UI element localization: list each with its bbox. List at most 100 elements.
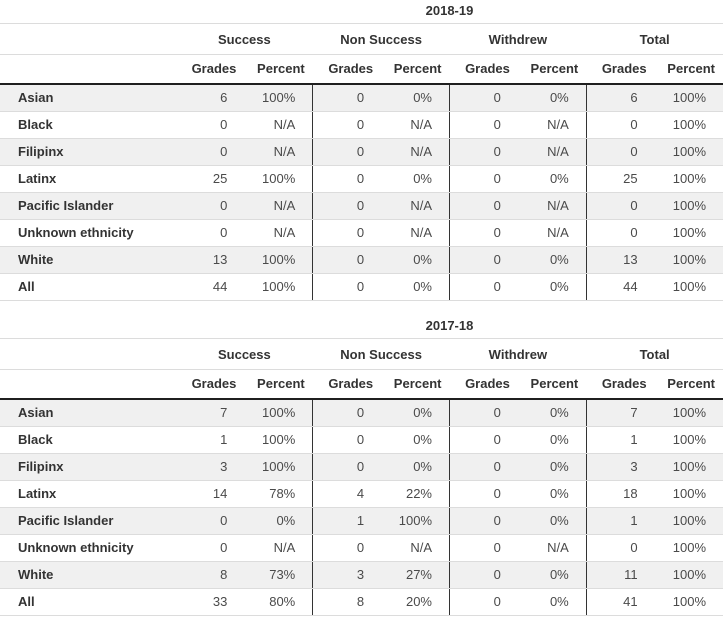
column-group-header: Success <box>176 23 313 55</box>
cell-value: 100% <box>381 507 451 535</box>
row-label: Black <box>0 426 176 454</box>
table-row: All 44 100% 0 0% 0 0% 44 100% <box>0 273 723 301</box>
cell-value: 0 <box>586 111 655 139</box>
cell-value: N/A <box>381 138 451 166</box>
table-row: Black 1 100% 0 0% 0 0% 1 100% <box>0 426 723 454</box>
cell-value: 33 <box>176 588 245 616</box>
cell-value: 13 <box>176 246 245 274</box>
table-title: 2018-19 <box>176 0 723 24</box>
cell-value: 0 <box>176 192 245 220</box>
title-row-spacer <box>0 315 176 339</box>
cell-value: 100% <box>654 453 723 481</box>
row-label: Pacific Islander <box>0 507 176 535</box>
cell-value: 13 <box>586 246 655 274</box>
column-subheader-grades: Grades <box>176 54 245 85</box>
cell-value: 0 <box>449 507 518 535</box>
cell-value: 0% <box>517 507 587 535</box>
column-subheader-percent: Percent <box>381 54 450 85</box>
row-label: Black <box>0 111 176 139</box>
cell-value: 0% <box>517 165 587 193</box>
column-group-header: Withdrew <box>449 23 587 55</box>
cell-value: 100% <box>654 111 723 139</box>
cell-value: 1 <box>312 507 382 535</box>
cell-value: 0 <box>586 192 655 220</box>
row-label: Asian <box>0 399 176 427</box>
cell-value: 27% <box>381 561 451 589</box>
cell-value: N/A <box>244 192 314 220</box>
cell-value: 4 <box>312 480 382 508</box>
column-group-header: Non Success <box>312 338 450 370</box>
row-label: All <box>0 273 176 301</box>
column-subheader-row: Grades Percent Grades Percent Grades Percent G… <box>0 54 723 85</box>
cell-value: 1 <box>586 507 655 535</box>
column-group-row: Success Non Success Withdrew Total <box>0 338 723 370</box>
cell-value: 0% <box>381 426 451 454</box>
column-group-header: Withdrew <box>449 338 587 370</box>
group-row-spacer <box>0 23 176 55</box>
cell-value: 100% <box>654 138 723 166</box>
cell-value: 3 <box>176 453 245 481</box>
cell-value: 44 <box>586 273 655 301</box>
cell-value: 0% <box>381 246 451 274</box>
cell-value: 0 <box>312 192 382 220</box>
cell-value: N/A <box>244 111 314 139</box>
cell-value: 0 <box>449 534 518 562</box>
row-label: Filipinx <box>0 138 176 166</box>
cell-value: 0 <box>312 246 382 274</box>
cell-value: 22% <box>381 480 451 508</box>
column-subheader-percent: Percent <box>244 54 313 85</box>
cell-value: 73% <box>244 561 314 589</box>
table-row: All 33 80% 8 20% 0 0% 41 100% <box>0 588 723 616</box>
row-label: Latinx <box>0 165 176 193</box>
table-row: Latinx 14 78% 4 22% 0 0% 18 100% <box>0 480 723 508</box>
column-group-header: Success <box>176 338 313 370</box>
column-group-header: Total <box>586 23 723 55</box>
cell-value: 100% <box>244 273 314 301</box>
cell-value: 100% <box>244 246 314 274</box>
column-subheader-row: Grades Percent Grades Percent Grades Percent G… <box>0 369 723 400</box>
column-group-header: Total <box>586 338 723 370</box>
subheader-row-spacer <box>0 369 176 400</box>
cell-value: 0% <box>244 507 314 535</box>
cell-value: 0% <box>517 84 587 112</box>
cell-value: 0 <box>449 192 518 220</box>
cell-value: 11 <box>586 561 655 589</box>
cell-value: N/A <box>517 534 587 562</box>
cell-value: 1 <box>176 426 245 454</box>
cell-value: N/A <box>381 192 451 220</box>
cell-value: 0 <box>449 480 518 508</box>
cell-value: 7 <box>176 399 245 427</box>
cell-value: 80% <box>244 588 314 616</box>
cell-value: 0% <box>381 84 451 112</box>
cell-value: 0 <box>176 219 245 247</box>
cell-value: 0% <box>381 399 451 427</box>
cell-value: 41 <box>586 588 655 616</box>
cell-value: 0 <box>449 165 518 193</box>
column-group-header: Non Success <box>312 23 450 55</box>
column-subheader-grades: Grades <box>449 54 518 85</box>
table-row: Pacific Islander 0 N/A 0 N/A 0 N/A 0 100% <box>0 192 723 220</box>
table-row: Unknown ethnicity 0 N/A 0 N/A 0 N/A 0 100% <box>0 219 723 247</box>
cell-value: 0 <box>312 219 382 247</box>
row-label: Asian <box>0 84 176 112</box>
column-subheader-grades: Grades <box>586 54 655 85</box>
cell-value: 0 <box>449 138 518 166</box>
cell-value: N/A <box>244 534 314 562</box>
column-subheader-percent: Percent <box>517 54 587 85</box>
cell-value: 6 <box>586 84 655 112</box>
column-subheader-grades: Grades <box>312 54 382 85</box>
row-label: Unknown ethnicity <box>0 219 176 247</box>
cell-value: 0 <box>312 426 382 454</box>
cell-value: 25 <box>176 165 245 193</box>
data-table: 2017-18 Success Non Success Withdrew Total Gr… <box>0 315 723 616</box>
cell-value: N/A <box>381 219 451 247</box>
cell-value: N/A <box>381 534 451 562</box>
cell-value: 0 <box>312 534 382 562</box>
cell-value: 7 <box>586 399 655 427</box>
cell-value: 0 <box>449 561 518 589</box>
cell-value: 0% <box>517 588 587 616</box>
cell-value: 0 <box>312 165 382 193</box>
cell-value: 0 <box>312 399 382 427</box>
cell-value: N/A <box>244 219 314 247</box>
cell-value: 0 <box>449 84 518 112</box>
